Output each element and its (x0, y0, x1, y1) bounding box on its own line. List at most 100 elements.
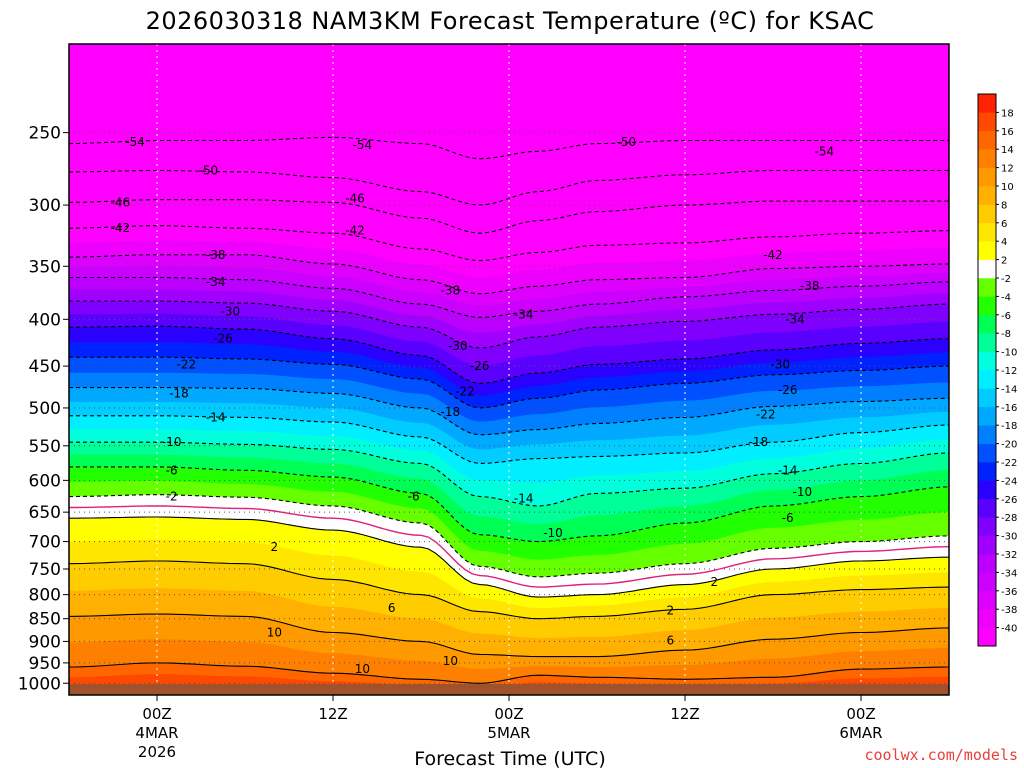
contour-label: 10 (355, 662, 370, 676)
contour-label: -46 (111, 195, 131, 209)
colorbar-label: -36 (1001, 587, 1017, 598)
x-tick-label: 00Z (142, 705, 171, 723)
colorbar-label: -38 (1001, 605, 1017, 616)
contour-label: -6 (166, 463, 178, 477)
colorbar-swatch (978, 314, 996, 334)
contour-label: -22 (756, 407, 776, 421)
colorbar-label: 12 (1001, 164, 1014, 175)
y-tick-label: 350 (29, 257, 61, 277)
isotherm-line (69, 199, 949, 234)
x-tick-label: 6MAR (839, 724, 882, 742)
colorbar-label: -14 (1001, 384, 1017, 395)
isotherm-line (69, 560, 949, 620)
contour-label: -22 (455, 385, 475, 399)
y-tick-label: 450 (29, 357, 61, 377)
contour-label: -30 (448, 339, 468, 353)
colorbar-label: -26 (1001, 495, 1017, 506)
colorbar-swatch (978, 94, 996, 113)
isotherm-line (69, 325, 949, 384)
colorbar-swatch (978, 204, 996, 224)
y-tick-label: 1000 (18, 674, 61, 694)
colorbar-swatch (978, 333, 996, 352)
contour-label: -14 (514, 491, 534, 505)
colorbar-swatch (978, 112, 996, 132)
x-tick-label: 4MAR (135, 724, 178, 742)
colorbar-swatch (978, 388, 996, 408)
colorbar-swatch (978, 572, 996, 592)
contour-label: -54 (125, 135, 145, 149)
contour-label: 2 (271, 540, 279, 554)
colorbar-label: -12 (1001, 366, 1017, 377)
x-tick-label: 5MAR (487, 724, 530, 742)
isotherm-line (69, 254, 949, 295)
isotherm-line (69, 356, 949, 409)
colorbar-swatch (978, 498, 996, 518)
colorbar-swatch (978, 517, 996, 536)
contour-label: -10 (162, 435, 182, 449)
contour-label: -22 (177, 357, 197, 371)
colorbar-swatch (978, 406, 996, 426)
contour-label: -10 (793, 485, 813, 499)
colorbar-label: 10 (1001, 182, 1014, 193)
colorbar-label: -16 (1001, 403, 1017, 414)
contour-labels: -54 -54 -50 -54 -50 -46 -46 -42 -42 -42 -38 -38 -38 -… (111, 135, 835, 676)
colorbar-label: 16 (1001, 127, 1014, 138)
y-tick-label: 400 (29, 310, 61, 330)
colorbar-label: 4 (1001, 237, 1007, 248)
colorbar-swatch (978, 443, 996, 463)
contour-label: 6 (667, 634, 675, 648)
colorbar-swatch (978, 370, 996, 389)
colorbar-label: -28 (1001, 513, 1017, 524)
colorbar-label: -32 (1001, 550, 1017, 561)
colorbar-label: -18 (1001, 421, 1017, 432)
plot-area: -54 -54 -50 -54 -50 -46 -46 -42 -42 -42 -38 -38 -38 -… (69, 44, 949, 695)
contour-label: 2 (711, 575, 719, 589)
colorbar-label: -10 (1001, 348, 1017, 359)
y-tick-label: 250 (29, 124, 61, 144)
isotherm-line (69, 136, 949, 160)
colorbar: 18 16 14 12 10 8 6 4 2 -2 -4 -6 -8 -10 -12 -14 -16 -18 -20… (977, 93, 1017, 647)
isotherm-line (69, 276, 949, 318)
contour-label: -14 (778, 463, 798, 477)
colorbar-swatch (978, 480, 996, 500)
colorbar-swatch (978, 149, 996, 168)
contour-label: -42 (345, 224, 365, 238)
credit-link[interactable]: coolwx.com/models (864, 746, 1018, 764)
y-tick-label: 650 (29, 503, 61, 523)
freezing-level-line (69, 505, 949, 588)
y-tick-label: 700 (29, 533, 61, 553)
x-axis-label: Forecast Time (UTC) (414, 748, 605, 768)
colorbar-swatch (978, 554, 996, 573)
y-tick-label: 750 (29, 560, 61, 580)
contour-label: -42 (763, 248, 783, 262)
colorbar-swatch (978, 296, 996, 316)
colorbar-swatch (978, 130, 996, 150)
contour-label: -50 (617, 135, 637, 149)
contour-label: -26 (470, 359, 490, 373)
y-tick-label: 950 (29, 654, 61, 674)
contour-label: -26 (778, 383, 798, 397)
colorbar-label: 2 (1001, 256, 1007, 267)
colorbar-label: -8 (1001, 329, 1011, 340)
isotherm-line (69, 441, 949, 507)
isotherm-line (69, 466, 949, 543)
colorbar-label: -34 (1001, 568, 1017, 579)
temperature-bands (69, 44, 949, 695)
y-axis: 2503003504004505005506006507007508008509… (18, 124, 69, 694)
colorbar-label: -30 (1001, 532, 1017, 543)
colorbar-swatch (978, 627, 996, 647)
contour-label: -34 (785, 312, 805, 326)
contour-label: -30 (221, 304, 241, 318)
y-tick-label: 300 (29, 196, 61, 216)
colorbar-label: -24 (1001, 476, 1017, 487)
colorbar-swatch (978, 535, 996, 555)
isotherm-line (69, 516, 949, 598)
contour-label: -34 (206, 275, 226, 289)
colorbar-label: 18 (1001, 108, 1014, 119)
colorbar-swatch (978, 609, 996, 628)
y-tick-label: 600 (29, 471, 61, 491)
contour-label: -54 (353, 138, 373, 152)
contour-label: -26 (213, 332, 233, 346)
contour-label: -38 (206, 248, 226, 262)
